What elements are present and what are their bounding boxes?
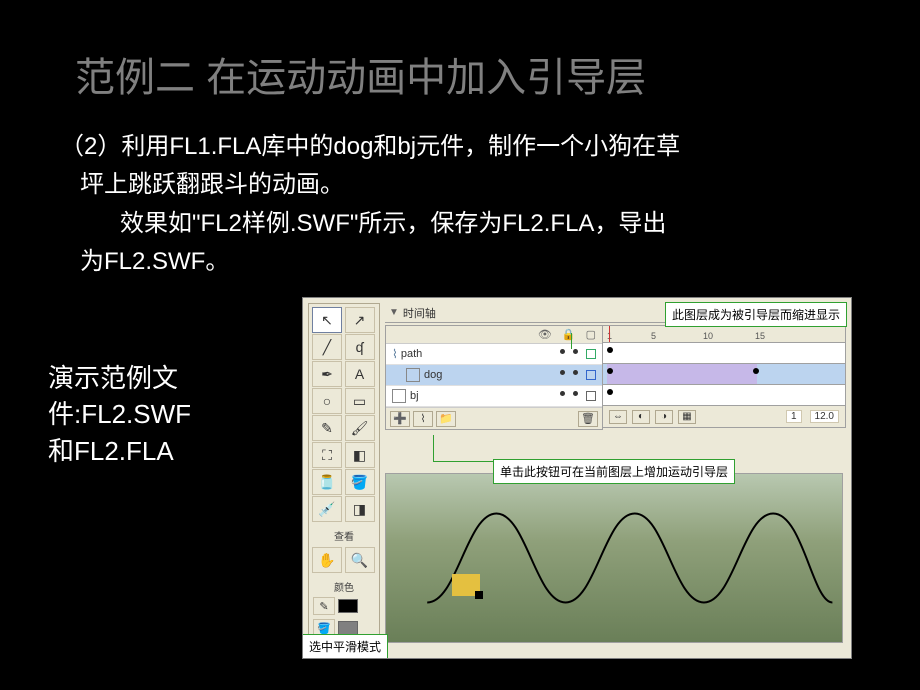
layer-icon: [392, 389, 406, 403]
dog-symbol[interactable]: [452, 574, 480, 596]
delete-layer-button[interactable]: 🗑: [578, 411, 598, 427]
text-tool[interactable]: A: [345, 361, 375, 387]
callout-smooth-mode: 选中平滑模式: [302, 634, 388, 659]
guide-layer-icon: ⌇: [392, 347, 398, 361]
callout-guided-layer: 此图层成为被引导层而缩进显示: [665, 302, 847, 327]
demo-line: 和FL2.FLA: [48, 433, 268, 469]
stroke-swatch[interactable]: [338, 599, 358, 613]
callout-add-guide-button: 单击此按钮可在当前图层上增加运动引导层: [493, 459, 735, 484]
fill-swatch[interactable]: [338, 621, 358, 635]
layers-header: 👁 🔒 ▢: [386, 326, 602, 344]
timeline-label: 时间轴: [403, 305, 436, 321]
layer-icon: [406, 368, 420, 382]
frame-track-dog[interactable]: [603, 364, 846, 385]
add-folder-button[interactable]: 📁: [436, 411, 456, 427]
tools-panel: ↖ ↗ ╱ ʠ ✒ A ○ ▭ ✎ 🖌 ⛶ ◧ 🫙 🪣 💉 ◨ 查看 ✋ 🔍 颜…: [308, 303, 380, 653]
pen-tool[interactable]: ✒: [312, 361, 342, 387]
callout-line: [433, 435, 434, 461]
paint-bucket-tool[interactable]: 🪣: [345, 469, 375, 495]
layer-name: path: [401, 348, 560, 360]
layer-bj[interactable]: bj: [386, 386, 602, 407]
eraser-tool[interactable]: ◨: [345, 496, 375, 522]
tools-color-label: 颜色: [309, 576, 379, 595]
tools-view-label: 查看: [309, 525, 379, 544]
body-line: 坪上跳跃翻跟斗的动画。: [60, 166, 875, 204]
zoom-tool[interactable]: 🔍: [345, 547, 375, 573]
rect-tool[interactable]: ▭: [345, 388, 375, 414]
stroke-color-icon[interactable]: ✎: [313, 597, 335, 615]
eye-column-icon[interactable]: 👁: [538, 328, 552, 341]
eyedropper-tool[interactable]: 💉: [312, 496, 342, 522]
frame-track-path[interactable]: [603, 343, 846, 364]
subselection-tool[interactable]: ↗: [345, 307, 375, 333]
timeline-footer: ⇔ ◐ ◑ ▦ 1 12.0: [603, 406, 846, 428]
ruler-mark: 10: [703, 331, 713, 341]
motion-path: [386, 474, 842, 642]
onion-outline-btn[interactable]: ◑: [655, 410, 673, 424]
timeline-frames: 1 5 10 15 ⇔ ◐ ◑ ▦: [603, 325, 846, 428]
selection-tool[interactable]: ↖: [312, 307, 342, 333]
pencil-tool[interactable]: ✎: [312, 415, 342, 441]
demo-line: 件:FL2.SWF: [48, 396, 268, 432]
onion-skin-btn[interactable]: ◐: [632, 410, 650, 424]
stage-canvas[interactable]: [385, 473, 843, 643]
add-guide-layer-button[interactable]: ⌇: [413, 411, 433, 427]
body-line: 为FL2.SWF。: [60, 243, 875, 281]
current-frame-value: 1: [786, 410, 802, 423]
layer-path-guide[interactable]: ⌇ path: [386, 344, 602, 365]
lasso-tool[interactable]: ʠ: [345, 334, 375, 360]
lock-column-icon[interactable]: 🔒: [562, 328, 576, 341]
callout-line: [571, 333, 572, 349]
center-frame-btn[interactable]: ⇔: [609, 410, 627, 424]
add-layer-button[interactable]: ➕: [390, 411, 410, 427]
slide-title: 范例二 在运动动画中加入引导层: [0, 0, 920, 103]
frame-ruler[interactable]: 1 5 10 15: [603, 325, 846, 343]
free-transform-tool[interactable]: ⛶: [312, 442, 342, 468]
callout-line: [433, 461, 493, 462]
outline-column-icon[interactable]: ▢: [586, 328, 596, 341]
flash-editor-screenshot: ↖ ↗ ╱ ʠ ✒ A ○ ▭ ✎ 🖌 ⛶ ◧ 🫙 🪣 💉 ◨ 查看 ✋ 🔍 颜…: [302, 297, 852, 659]
hand-tool[interactable]: ✋: [312, 547, 342, 573]
demo-file-note: 演示范例文 件:FL2.SWF 和FL2.FLA: [48, 360, 268, 469]
timeline-collapse-icon[interactable]: ▼: [389, 307, 399, 318]
fps-value: 12.0: [810, 410, 839, 423]
layer-dog[interactable]: dog: [386, 365, 602, 386]
brush-tool[interactable]: 🖌: [345, 415, 375, 441]
slide-body: （2）利用FL1.FLA库中的dog和bj元件，制作一个小狗在草 坪上跳跃翻跟斗…: [0, 103, 920, 282]
fill-transform-tool[interactable]: ◧: [345, 442, 375, 468]
ruler-mark: 5: [651, 331, 656, 341]
edit-multi-btn[interactable]: ▦: [678, 410, 696, 424]
line-tool[interactable]: ╱: [312, 334, 342, 360]
oval-tool[interactable]: ○: [312, 388, 342, 414]
frame-track-bj[interactable]: [603, 385, 846, 406]
editor-main-area: ▼ 时间轴 👁 🔒 ▢ ⌇ path dog bj: [385, 303, 846, 653]
layer-name: dog: [424, 369, 560, 381]
ink-bottle-tool[interactable]: 🫙: [312, 469, 342, 495]
layer-name: bj: [410, 390, 560, 402]
body-line: 效果如"FL2样例.SWF"所示，保存为FL2.FLA，导出: [60, 205, 875, 243]
ruler-mark: 15: [755, 331, 765, 341]
demo-line: 演示范例文: [48, 360, 268, 396]
body-line: （2）利用FL1.FLA库中的dog和bj元件，制作一个小狗在草: [60, 128, 875, 166]
layers-footer: ➕ ⌇ 📁 🗑: [386, 407, 602, 429]
